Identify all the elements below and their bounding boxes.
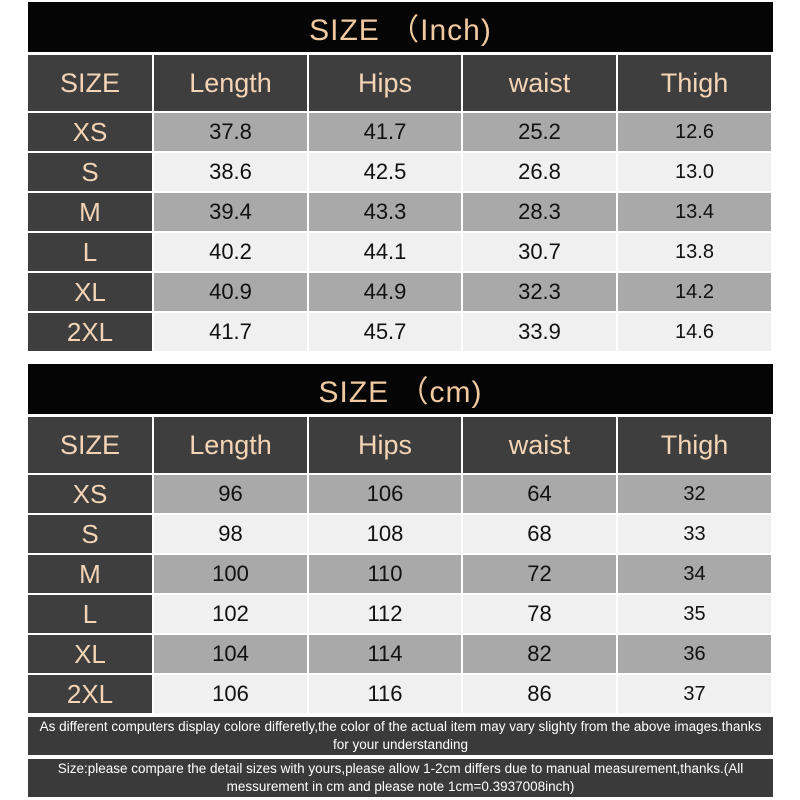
cm-cell-hips: 106	[309, 475, 461, 513]
inch-cell-waist: 32.3	[463, 273, 616, 311]
inch-cell-thigh: 13.0	[618, 153, 771, 191]
inch-cell-waist: 26.8	[463, 153, 616, 191]
cm-cell-hips: 114	[309, 635, 461, 673]
cm-header-size: SIZE	[28, 417, 152, 473]
inch-cell-hips: 43.3	[309, 193, 461, 231]
cm-size-table: SIZE （cm) SIZE Length Hips waist Thigh X…	[28, 364, 773, 713]
inch-row-size-label: M	[28, 193, 152, 231]
inch-cell-waist: 25.2	[463, 113, 616, 151]
cm-cell-length: 96	[154, 475, 307, 513]
inch-cell-hips: 44.1	[309, 233, 461, 271]
size-disclaimer-note: Size:please compare the detail sizes wit…	[28, 759, 773, 797]
cm-cell-thigh: 34	[618, 555, 771, 593]
inch-cell-waist: 28.3	[463, 193, 616, 231]
inch-size-table: SIZE （Inch) SIZE Length Hips waist Thigh…	[28, 2, 773, 351]
inch-row-size-label: 2XL	[28, 313, 152, 351]
color-disclaimer-note: As different computers display colore di…	[28, 717, 773, 755]
cm-cell-length: 98	[154, 515, 307, 553]
cm-row-size-label: S	[28, 515, 152, 553]
inch-row-size-label: L	[28, 233, 152, 271]
inch-cell-thigh: 13.4	[618, 193, 771, 231]
inch-cell-waist: 30.7	[463, 233, 616, 271]
cm-cell-waist: 78	[463, 595, 616, 633]
cm-row-size-label: XL	[28, 635, 152, 673]
cm-header-waist: waist	[463, 417, 616, 473]
inch-cell-thigh: 14.6	[618, 313, 771, 351]
inch-row-size-label: XL	[28, 273, 152, 311]
cm-cell-waist: 64	[463, 475, 616, 513]
inch-cell-length: 40.9	[154, 273, 307, 311]
inch-row-size-label: S	[28, 153, 152, 191]
cm-cell-thigh: 36	[618, 635, 771, 673]
inch-cell-hips: 45.7	[309, 313, 461, 351]
cm-header-length: Length	[154, 417, 307, 473]
inch-cell-hips: 44.9	[309, 273, 461, 311]
inch-cell-waist: 33.9	[463, 313, 616, 351]
cm-cell-thigh: 32	[618, 475, 771, 513]
inch-cell-length: 40.2	[154, 233, 307, 271]
cm-header-thigh: Thigh	[618, 417, 771, 473]
cm-cell-length: 106	[154, 675, 307, 713]
cm-cell-length: 100	[154, 555, 307, 593]
cm-cell-waist: 86	[463, 675, 616, 713]
cm-cell-thigh: 35	[618, 595, 771, 633]
inch-table-title: SIZE （Inch)	[28, 2, 773, 52]
inch-table-grid: SIZE Length Hips waist Thigh XS 37.8 41.…	[28, 55, 773, 351]
cm-cell-hips: 108	[309, 515, 461, 553]
cm-cell-hips: 110	[309, 555, 461, 593]
cm-table-title: SIZE （cm)	[28, 364, 773, 414]
cm-table-grid: SIZE Length Hips waist Thigh XS 96 106 6…	[28, 417, 773, 713]
cm-row-size-label: 2XL	[28, 675, 152, 713]
cm-cell-thigh: 37	[618, 675, 771, 713]
cm-cell-waist: 68	[463, 515, 616, 553]
cm-cell-length: 102	[154, 595, 307, 633]
cm-cell-waist: 72	[463, 555, 616, 593]
cm-cell-thigh: 33	[618, 515, 771, 553]
inch-cell-thigh: 14.2	[618, 273, 771, 311]
cm-cell-hips: 116	[309, 675, 461, 713]
inch-header-length: Length	[154, 55, 307, 111]
inch-header-hips: Hips	[309, 55, 461, 111]
cm-cell-length: 104	[154, 635, 307, 673]
inch-cell-thigh: 13.8	[618, 233, 771, 271]
inch-header-size: SIZE	[28, 55, 152, 111]
inch-header-waist: waist	[463, 55, 616, 111]
cm-cell-hips: 112	[309, 595, 461, 633]
cm-row-size-label: XS	[28, 475, 152, 513]
cm-row-size-label: M	[28, 555, 152, 593]
inch-cell-length: 41.7	[154, 313, 307, 351]
inch-cell-hips: 41.7	[309, 113, 461, 151]
inch-cell-length: 38.6	[154, 153, 307, 191]
inch-header-thigh: Thigh	[618, 55, 771, 111]
cm-row-size-label: L	[28, 595, 152, 633]
inch-cell-thigh: 12.6	[618, 113, 771, 151]
inch-cell-hips: 42.5	[309, 153, 461, 191]
inch-cell-length: 39.4	[154, 193, 307, 231]
inch-row-size-label: XS	[28, 113, 152, 151]
inch-cell-length: 37.8	[154, 113, 307, 151]
cm-header-hips: Hips	[309, 417, 461, 473]
cm-cell-waist: 82	[463, 635, 616, 673]
